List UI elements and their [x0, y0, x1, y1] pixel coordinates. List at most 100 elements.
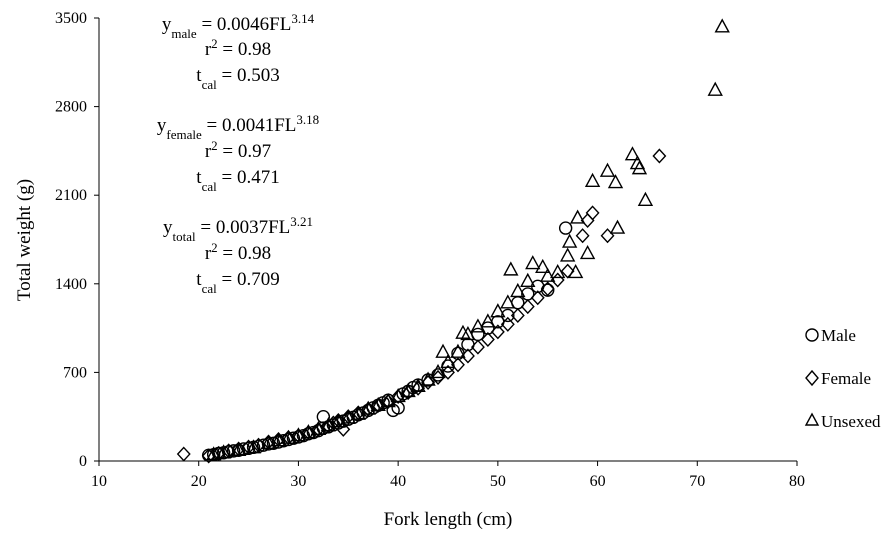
- female-point: [560, 263, 575, 279]
- unsexed-point: [420, 371, 436, 386]
- t-cal-male: tcal = 0.503: [196, 65, 279, 92]
- unsexed-point: [430, 363, 446, 379]
- unsexed-point: [607, 174, 624, 189]
- female-point: [460, 348, 475, 364]
- female-point: [652, 148, 667, 164]
- x-tick-label: 60: [590, 473, 606, 490]
- unsexed-point: [310, 420, 327, 436]
- unsexed-point: [480, 313, 496, 328]
- female-point: [361, 401, 376, 417]
- unsexed-point: [567, 263, 584, 279]
- female-point: [480, 331, 495, 348]
- male-point: [281, 432, 296, 447]
- x-tick-label: 40: [390, 473, 406, 490]
- legend: Male Female Unsexed: [804, 326, 881, 431]
- female-point: [470, 339, 485, 355]
- unsexed-point: [330, 413, 346, 428]
- unsexed-point: [540, 267, 556, 282]
- unsexed-point: [707, 81, 723, 96]
- unsexed-point: [525, 255, 541, 270]
- unsexed-point: [714, 18, 730, 33]
- unsexed-point: [205, 446, 222, 461]
- male-point: [276, 434, 291, 448]
- x-tick-label: 50: [490, 473, 506, 490]
- unsexed-point: [320, 417, 337, 432]
- unsexed-point: [290, 427, 307, 442]
- legend-item-female: Female: [805, 369, 871, 388]
- unsexed-point: [520, 272, 536, 287]
- female-point: [490, 324, 505, 340]
- unsexed-point: [599, 162, 616, 177]
- series-female: [176, 148, 667, 464]
- male-point: [271, 435, 286, 449]
- legend-item-male: Male: [805, 326, 856, 345]
- female-point: [321, 418, 336, 434]
- data-points: [176, 18, 730, 464]
- unsexed-point: [631, 160, 648, 175]
- r-squared-total: r2 = 0.98: [205, 240, 271, 265]
- unsexed-point: [569, 209, 586, 224]
- y-tick-label: 700: [63, 364, 87, 381]
- x-tick-label: 20: [191, 473, 207, 490]
- legend-female-label: Female: [821, 369, 871, 388]
- female-point: [520, 299, 535, 315]
- x-ticks: 10 20 30 40 50 60 70 80: [91, 461, 805, 490]
- unsexed-point: [637, 191, 654, 206]
- t-cal-female: tcal = 0.471: [196, 167, 279, 194]
- female-point: [575, 228, 590, 244]
- male-point: [501, 308, 515, 323]
- unsexed-point: [500, 294, 516, 309]
- equation-female: yfemale = 0.0041FL3.18: [157, 112, 319, 142]
- y-tick-label: 0: [79, 453, 87, 470]
- unsexed-point: [260, 434, 277, 449]
- legend-male-circle-icon: [805, 328, 819, 342]
- unsexed-point: [280, 429, 297, 444]
- t-cal-total: tcal = 0.709: [196, 269, 279, 296]
- unsexed-point: [561, 233, 578, 248]
- female-point: [451, 357, 465, 373]
- unsexed-point: [270, 432, 287, 447]
- legend-item-unsexed: Unsexed: [804, 412, 881, 431]
- unsexed-point: [370, 396, 386, 412]
- female-point: [431, 369, 445, 385]
- male-point: [226, 444, 241, 458]
- unsexed-point: [624, 146, 641, 161]
- y-axis-label: Total weight (g): [14, 179, 35, 301]
- unsexed-point: [535, 258, 551, 274]
- male-point: [256, 438, 271, 452]
- equation-total: ytotal = 0.0037FL3.21: [163, 214, 313, 244]
- female-point: [500, 316, 515, 332]
- male-point: [286, 431, 301, 445]
- female-point: [540, 281, 555, 297]
- unsexed-point: [455, 324, 471, 339]
- legend-unsexed-label: Unsexed: [821, 412, 881, 431]
- x-tick-label: 10: [91, 473, 107, 490]
- unsexed-point: [300, 424, 317, 439]
- female-point: [510, 307, 525, 323]
- unsexed-point: [550, 263, 566, 279]
- x-tick-label: 80: [789, 473, 805, 490]
- legend-male-label: Male: [821, 326, 856, 345]
- female-point: [176, 446, 191, 462]
- x-axis-label: Fork length (cm): [384, 509, 513, 530]
- unsexed-point: [503, 261, 519, 276]
- unsexed-point: [579, 244, 596, 260]
- equation-annotations: ymale = 0.0046FL3.14 r2 = 0.98 tcal = 0.…: [157, 11, 319, 296]
- y-tick-label: 2800: [55, 99, 87, 116]
- unsexed-point: [215, 444, 232, 459]
- unsexed-point: [340, 409, 356, 424]
- x-tick-label: 30: [290, 473, 306, 490]
- female-point: [585, 205, 600, 221]
- male-point: [558, 221, 573, 235]
- r-squared-male: r2 = 0.98: [205, 36, 271, 61]
- female-point: [530, 290, 545, 306]
- y-tick-label: 3500: [55, 10, 87, 27]
- r-squared-female: r2 = 0.97: [205, 138, 271, 163]
- unsexed-point: [609, 219, 626, 234]
- equation-male: ymale = 0.0046FL3.14: [162, 11, 315, 41]
- unsexed-point: [450, 343, 466, 358]
- unsexed-point: [435, 343, 451, 358]
- unsexed-point: [559, 247, 576, 262]
- unsexed-point: [230, 441, 247, 456]
